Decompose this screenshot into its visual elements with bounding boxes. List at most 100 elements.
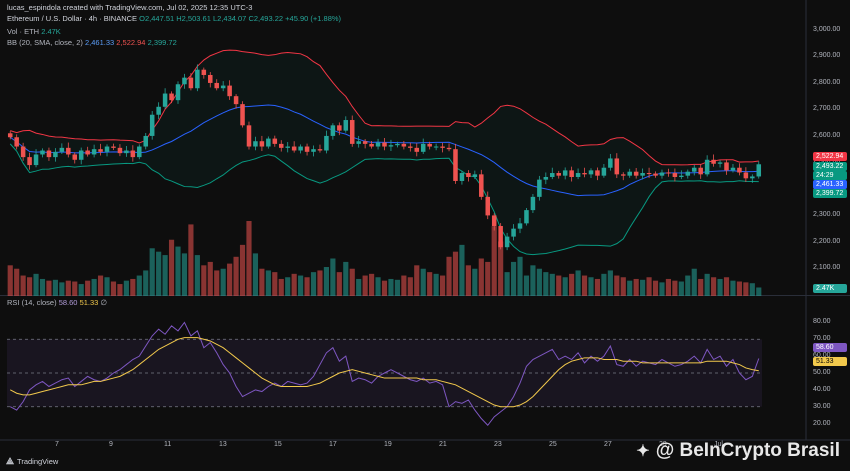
candle-body: [627, 171, 632, 176]
volume-bar: [362, 275, 368, 296]
candle-body: [272, 138, 278, 144]
volume-bar: [652, 280, 659, 296]
candle-body: [420, 143, 426, 152]
candle-body: [175, 84, 181, 101]
volume-bar: [607, 270, 613, 296]
candle-body: [369, 143, 374, 147]
candle-body: [317, 149, 323, 151]
candle: [588, 168, 594, 179]
volume-bar: [130, 278, 136, 296]
rsi-legend[interactable]: RSI (14, close) 58.60 51.33 ∅: [7, 298, 107, 307]
volume-bar: [485, 261, 491, 296]
candle: [575, 168, 581, 180]
volume-bar: [498, 241, 504, 296]
candle: [291, 141, 297, 153]
volume-bar: [640, 279, 646, 296]
volume-bar: [52, 279, 58, 296]
volume-bar: [207, 261, 213, 296]
volume-bar: [356, 278, 362, 296]
symbol-line[interactable]: Ethereum / U.S. Dollar · 4h · BINANCE O2…: [7, 14, 341, 23]
volume-bar: [143, 270, 149, 296]
candle: [627, 168, 632, 178]
candle-body: [201, 69, 207, 75]
volume-bar: [388, 278, 394, 296]
volume-bar: [369, 273, 375, 296]
candle-body: [466, 173, 471, 177]
ohlc-close: C2,493.22: [248, 14, 284, 23]
volume-bar: [594, 278, 601, 296]
candle: [704, 155, 710, 177]
volume-bar: [65, 280, 71, 296]
candle-body: [595, 170, 600, 176]
volume-bar: [381, 280, 388, 296]
candle: [137, 144, 142, 160]
rsi-tick: 60.00: [813, 352, 831, 360]
candle-body: [659, 172, 665, 176]
volume-bar: [201, 265, 207, 296]
price-tick: 2,600.00: [813, 131, 841, 139]
volume-bar: [433, 273, 439, 296]
candle-body: [621, 174, 626, 176]
volume-bar: [343, 261, 349, 296]
volume-bar: [220, 268, 226, 296]
candle: [614, 153, 620, 179]
volume-bar: [549, 273, 555, 296]
candle-body: [285, 146, 290, 148]
candle: [40, 148, 45, 158]
volume-bar: [472, 268, 478, 296]
volume-bar: [439, 275, 446, 296]
candle: [504, 232, 510, 251]
candle-body: [530, 196, 536, 211]
rsi-tick: 40.00: [813, 385, 831, 393]
volume-bar: [46, 280, 52, 296]
time-tick: 25: [549, 441, 557, 448]
candle: [188, 73, 194, 91]
volume-legend[interactable]: Vol · ETH 2.47K: [7, 27, 61, 36]
volume-bar: [446, 256, 452, 296]
candle: [653, 171, 658, 178]
volume-bar: [298, 275, 304, 296]
candle: [750, 174, 755, 183]
candle-body: [324, 135, 329, 151]
candle-body: [156, 106, 161, 115]
volume-value: 2.47K: [41, 27, 61, 36]
candle: [737, 163, 742, 176]
candle-body: [711, 159, 716, 164]
bb-lower-value: 2,399.72: [147, 38, 177, 47]
candle: [240, 101, 245, 128]
candle: [27, 152, 32, 170]
candle-body: [98, 149, 103, 152]
symbol-title[interactable]: Ethereum / U.S. Dollar · 4h · BINANCE: [7, 14, 138, 23]
volume-bar: [188, 224, 194, 296]
volume-bar: [110, 281, 117, 296]
volume-bar: [633, 278, 639, 296]
tradingview-logo[interactable]: ⟁ TradingView: [6, 456, 58, 467]
candle: [233, 94, 239, 109]
volume-bar: [104, 277, 110, 296]
candle-body: [453, 149, 458, 181]
candle: [59, 143, 65, 154]
rsi-ma-tag: 51.33: [813, 357, 847, 366]
volume-bar: [562, 277, 568, 296]
price-tick: 2,100.00: [813, 264, 841, 272]
time-tick: 15: [274, 441, 282, 448]
candle-body: [446, 147, 452, 150]
candle-body: [704, 159, 710, 175]
candle-body: [666, 172, 671, 174]
candle-body: [575, 173, 581, 177]
candle-body: [737, 167, 742, 173]
volume-bar: [465, 265, 471, 296]
candle-body: [511, 228, 516, 237]
candle-body: [672, 173, 678, 177]
candle-body: [375, 142, 381, 147]
candle: [356, 135, 361, 148]
candle: [453, 143, 458, 184]
candle: [401, 140, 407, 150]
volume-bar: [214, 270, 220, 296]
rsi-tick: 50.00: [813, 369, 831, 376]
bb-legend[interactable]: BB (20, SMA, close, 2) 2,461.33 2,522.94…: [7, 38, 177, 47]
candle-body: [614, 158, 620, 175]
candle-body: [169, 93, 174, 101]
watermark-text: @ BeInCrypto Brasil: [655, 440, 840, 461]
